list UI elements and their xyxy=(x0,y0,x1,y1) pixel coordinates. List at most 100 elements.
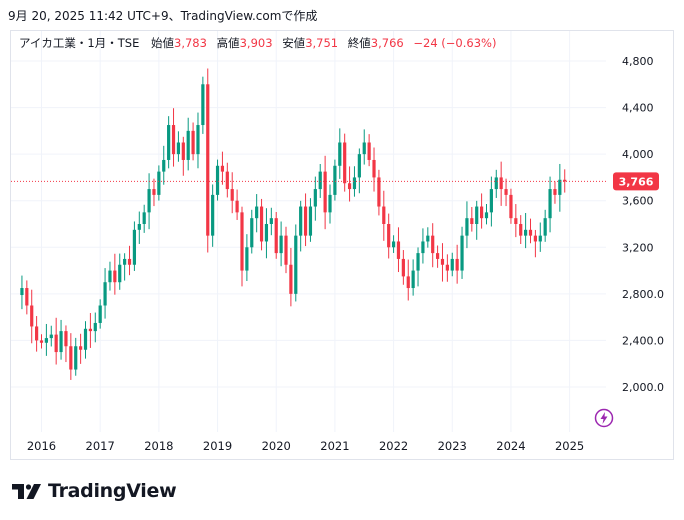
candle-body xyxy=(528,229,533,236)
candle-body xyxy=(347,183,352,190)
candle-body xyxy=(455,258,459,271)
candle-body xyxy=(299,206,303,236)
candle-body xyxy=(553,189,557,195)
candle-body xyxy=(279,235,283,254)
x-tick-label: 2022 xyxy=(379,439,408,453)
candle-body xyxy=(220,165,225,172)
candle-body xyxy=(519,224,523,236)
candle-body xyxy=(157,171,161,195)
candle-body xyxy=(171,125,176,155)
candle-body xyxy=(431,235,435,254)
candle-body xyxy=(137,224,141,230)
x-tick-label: 2023 xyxy=(438,439,467,453)
candle-body xyxy=(489,189,493,213)
candle-body xyxy=(250,218,254,248)
candle-body xyxy=(333,165,337,195)
y-tick-label: 4,800 xyxy=(622,55,654,68)
candle-body xyxy=(93,322,97,332)
candle-body xyxy=(328,194,332,213)
candle-body xyxy=(343,142,347,184)
candle-body xyxy=(372,159,376,178)
candle-body xyxy=(59,331,63,353)
candle-body xyxy=(357,154,361,178)
candle-body xyxy=(548,189,552,219)
high-value: 3,903 xyxy=(239,36,273,50)
candle-body xyxy=(533,235,537,242)
candle-body xyxy=(411,270,415,289)
candle-body xyxy=(289,264,293,294)
candle-body xyxy=(215,165,220,195)
high-label: 高値 xyxy=(216,36,240,50)
candle-body xyxy=(470,218,474,224)
candle-body xyxy=(416,253,420,271)
candle-body xyxy=(538,235,542,242)
brand-name: TradingView xyxy=(48,480,177,502)
candle-body xyxy=(558,179,562,195)
candle-body xyxy=(504,189,508,195)
candle-body xyxy=(69,346,73,370)
candle-body xyxy=(152,189,156,195)
candle-body xyxy=(186,130,190,160)
candle-body xyxy=(225,171,229,190)
x-tick-label: 2020 xyxy=(262,439,291,453)
lightning-icon[interactable] xyxy=(594,408,614,428)
candle-body xyxy=(264,224,269,242)
x-tick-label: 2017 xyxy=(86,439,115,453)
candle-body xyxy=(480,206,484,219)
candle-body xyxy=(30,305,34,327)
candle-body xyxy=(181,142,185,160)
candle-body xyxy=(406,276,410,289)
candle-body xyxy=(421,241,425,254)
candle-body xyxy=(460,235,464,271)
candle-body xyxy=(450,258,454,271)
candle-body xyxy=(201,84,205,126)
candle-body xyxy=(206,84,210,236)
y-tick-label: 3,600 xyxy=(622,195,654,208)
candle-body xyxy=(352,177,357,190)
candle-body xyxy=(176,142,181,155)
candle-body xyxy=(123,258,127,265)
candle-body xyxy=(44,338,48,343)
last-price-label: 3,766 xyxy=(619,175,654,188)
chart-caption: 9月 20, 2025 11:42 UTC+9、TradingView.comで… xyxy=(8,9,318,23)
symbol-label: アイカ工業・1月・TSE xyxy=(19,36,140,50)
x-tick-label: 2019 xyxy=(203,439,232,453)
candle-body xyxy=(465,218,469,236)
candle-body xyxy=(435,253,440,259)
x-tick-label: 2016 xyxy=(27,439,56,453)
candle-body xyxy=(494,177,498,190)
candle-body xyxy=(274,218,278,254)
candle-body xyxy=(367,142,371,160)
candle-body xyxy=(64,331,68,347)
candle-body xyxy=(83,328,88,350)
tradingview-logo[interactable]: TradingView xyxy=(12,480,177,502)
x-tick-label: 2021 xyxy=(320,439,349,453)
candle-body xyxy=(308,206,313,236)
candle-body xyxy=(499,177,503,190)
candle-body xyxy=(396,241,401,259)
x-tick-label: 2025 xyxy=(555,439,584,453)
candle-body xyxy=(191,130,195,155)
candle-body xyxy=(240,212,244,271)
candle-body xyxy=(318,171,322,190)
candle-body xyxy=(338,142,342,166)
tradingview-logo-icon xyxy=(12,484,41,499)
close-label: 終値 xyxy=(347,36,371,50)
open-value: 3,783 xyxy=(174,36,207,50)
candle-body xyxy=(20,288,24,296)
candle-body xyxy=(88,328,92,332)
candle-body xyxy=(127,258,132,265)
open-label: 始値 xyxy=(151,36,174,50)
candle-body xyxy=(391,241,396,248)
candle-body xyxy=(475,206,479,224)
candle-body xyxy=(387,224,391,248)
candle-body xyxy=(524,229,528,236)
candle-body xyxy=(401,258,405,277)
candle-body xyxy=(323,171,327,213)
last-price-tag xyxy=(613,172,659,191)
x-tick-label: 2024 xyxy=(496,439,525,453)
candle-body xyxy=(113,270,117,283)
candle-body xyxy=(303,206,308,236)
y-tick-label: 4,000 xyxy=(622,148,654,161)
